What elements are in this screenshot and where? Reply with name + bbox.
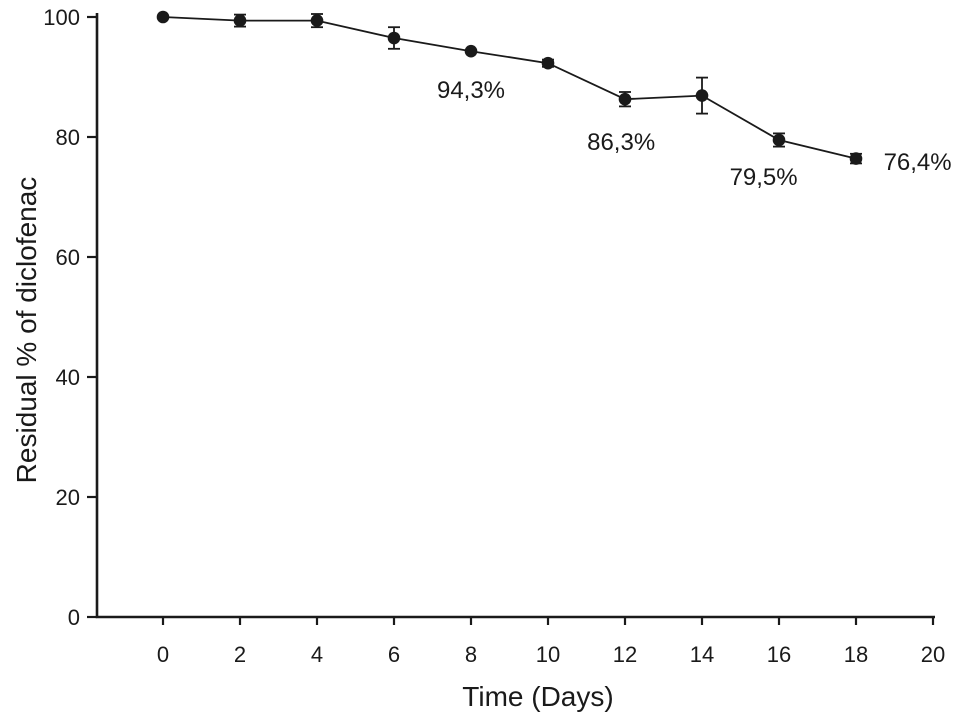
y-tick-label: 40 [56,365,80,390]
x-tick-label: 8 [465,642,477,667]
data-point-marker [310,14,324,27]
x-tick-label: 0 [157,642,169,667]
data-label: 76,4% [884,149,952,176]
x-tick-label: 16 [767,642,791,667]
series-line [162,16,857,160]
data-label: 79,5% [730,164,798,191]
y-axis-title: Residual % of diclofenac [11,177,42,484]
data-point-marker [849,152,863,165]
data-point-marker [541,56,555,70]
x-axis-title: Time (Days) [462,681,613,712]
data-point-marker [618,92,632,106]
data-point-marker [233,14,247,27]
data-label: 86,3% [587,129,655,156]
plot-area: 0 20 40 60 80 100 0 2 4 6 8 10 12 14 16 18 20 94,3% 86,3% 7… [43,5,951,667]
axis-spines [95,13,935,619]
y-tick-label: 60 [56,245,80,270]
x-tick-label: 14 [690,642,714,667]
data-point-marker [387,31,401,45]
data-point-marker [464,44,478,58]
data-point-marker [772,133,786,147]
data-point-marker [156,10,170,24]
x-tick-label: 6 [388,642,400,667]
data-point-marker [695,89,709,102]
y-tick-label: 80 [56,125,80,150]
x-tick-label: 12 [613,642,637,667]
x-tick-label: 2 [234,642,246,667]
y-tick-label: 0 [68,605,80,630]
x-tick-label: 10 [536,642,560,667]
data-label: 94,3% [437,77,505,104]
y-tick-label: 20 [56,485,80,510]
x-tick-label: 20 [921,642,945,667]
y-tick-label: 100 [43,5,80,30]
x-tick-label: 18 [844,642,868,667]
x-tick-label: 4 [311,642,323,667]
